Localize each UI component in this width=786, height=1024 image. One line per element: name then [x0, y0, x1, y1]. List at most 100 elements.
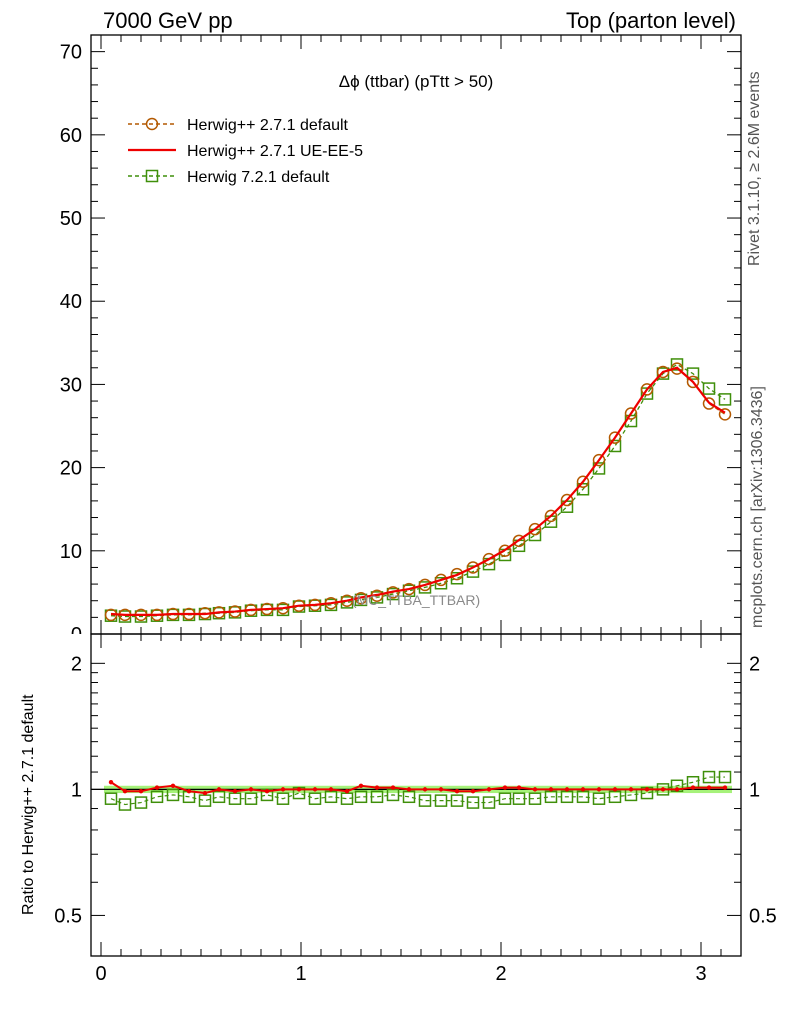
- y-tick-label: 60: [60, 125, 82, 147]
- ratio-point-herwigpp-ueee5: [644, 787, 650, 792]
- data-point-herwigpp-default: [434, 573, 448, 587]
- ratio-point-herwigpp-ueee5: [454, 789, 460, 794]
- ratio-point-herwigpp-ueee5: [674, 787, 680, 792]
- data-point-herwig7-default: [702, 382, 716, 395]
- data-point-herwigpp-default: [686, 375, 700, 389]
- ratio-y-tick-label: 0.5: [54, 905, 82, 927]
- rivet-version-label: Rivet 3.1.10, ≥ 2.6M events: [746, 71, 763, 266]
- data-point-herwigpp-default: [640, 383, 654, 396]
- ratio-point-herwigpp-ueee5: [690, 785, 696, 790]
- ratio-point-herwig7-default: [528, 792, 542, 805]
- watermark-label: (MC_TTBA_TTBAR): [352, 592, 480, 608]
- y-tick-label: 30: [60, 374, 82, 396]
- ratio-point-herwig7-default: [370, 790, 384, 804]
- ratio-point-herwig7-default: [104, 792, 118, 805]
- series-line-herwigpp-ueee5: [110, 366, 726, 616]
- ratio-point-herwigpp-ueee5: [108, 780, 114, 785]
- legend-marker-herwigpp-default: [145, 117, 159, 131]
- legend-label-herwig7-default: Herwig 7.2.1 default: [187, 169, 330, 186]
- ratio-line-herwig7-default: [110, 776, 725, 806]
- data-point-herwigpp-default: [624, 407, 638, 420]
- y-tick-label: 10: [60, 541, 82, 563]
- y-tick-label: 0: [71, 624, 82, 646]
- data-point-herwig7-default: [466, 565, 480, 578]
- ratio-point-herwigpp-ueee5: [486, 787, 492, 792]
- ratio-point-herwig7-default: [418, 794, 432, 807]
- ratio-point-herwig7-default: [134, 796, 148, 809]
- data-point-herwigpp-default: [498, 544, 512, 558]
- ratio-point-herwigpp-ueee5: [358, 783, 364, 788]
- ratio-point-herwig7-default: [512, 792, 526, 805]
- ratio-point-herwigpp-ueee5: [312, 787, 318, 792]
- legend-label-herwigpp-ueee5: Herwig++ 2.7.1 UE-EE-5: [187, 143, 363, 160]
- ratio-point-herwig7-default: [702, 770, 716, 784]
- data-point-herwigpp-default: [576, 475, 590, 489]
- legend-entry-herwigpp-ueee5: Herwig++ 2.7.1 UE-EE-5: [128, 143, 363, 160]
- legend-entry-herwigpp-default: Herwig++ 2.7.1 default: [128, 117, 349, 134]
- legend: Herwig++ 2.7.1 default Herwig++ 2.7.1 UE…: [128, 117, 363, 186]
- ratio-point-herwigpp-ueee5: [202, 790, 208, 796]
- ratio-point-herwigpp-ueee5: [532, 787, 538, 792]
- data-point-herwigpp-default: [608, 431, 622, 444]
- data-point-herwigpp-default: [544, 509, 558, 523]
- data-point-herwigpp-default: [718, 408, 732, 421]
- ratio-point-herwigpp-ueee5: [154, 785, 160, 790]
- ratio-point-herwigpp-ueee5: [438, 787, 444, 792]
- data-point-herwigpp-default: [702, 397, 716, 410]
- y-tick-label: 20: [60, 458, 82, 480]
- ratio-y-tick-label-right: 0.5: [749, 905, 777, 927]
- ratio-point-herwig7-default: [198, 794, 212, 807]
- data-point-herwig7-default: [718, 393, 732, 406]
- ratio-point-herwig7-default: [592, 792, 606, 805]
- ratio-y-tick-label-right: 2: [749, 653, 760, 675]
- ratio-point-herwigpp-ueee5: [596, 787, 602, 792]
- ratio-frame: [90, 633, 742, 957]
- ratio-point-herwigpp-ueee5: [502, 785, 508, 790]
- ratio-y-tick-label-right: 1: [749, 779, 760, 801]
- ratio-panel: [91, 770, 741, 811]
- ratio-point-herwigpp-ueee5: [232, 789, 238, 794]
- x-tick-label: 2: [495, 963, 506, 985]
- ratio-point-herwig7-default: [450, 794, 464, 807]
- ratio-point-herwig7-default: [718, 770, 732, 784]
- ratio-point-herwigpp-ueee5: [422, 787, 428, 792]
- ratio-point-herwigpp-ueee5: [612, 787, 618, 792]
- ratio-point-herwig7-default: [276, 792, 290, 805]
- ratio-point-herwigpp-ueee5: [248, 787, 254, 792]
- ratio-point-herwigpp-ueee5: [344, 789, 350, 794]
- data-point-herwigpp-default: [418, 578, 432, 592]
- ratio-point-herwig7-default: [466, 796, 480, 809]
- ratio-point-herwigpp-ueee5: [374, 785, 380, 790]
- ratio-point-herwig7-default: [498, 792, 512, 805]
- y-tick-label: 50: [60, 208, 82, 230]
- ratio-point-herwigpp-ueee5: [406, 787, 412, 792]
- ratio-point-herwigpp-ueee5: [280, 787, 286, 792]
- series-line-herwigpp-default: [111, 367, 726, 616]
- ratio-point-herwigpp-ueee5: [628, 787, 634, 792]
- ratio-point-herwigpp-ueee5: [296, 787, 302, 792]
- data-point-herwigpp-default: [592, 453, 606, 467]
- legend-marker-herwig7-default: [145, 169, 159, 183]
- ratio-point-herwig7-default: [166, 788, 180, 802]
- x-tick-label: 0: [95, 963, 106, 985]
- header-right: Top (parton level): [566, 8, 736, 33]
- ratio-point-herwigpp-ueee5: [186, 789, 192, 794]
- y-tick-label: 70: [60, 42, 82, 64]
- ratio-point-herwig7-default: [150, 790, 164, 804]
- ratio-point-herwigpp-ueee5: [660, 787, 666, 792]
- data-point-herwigpp-default: [466, 561, 480, 574]
- x-tick-label: 3: [695, 963, 706, 985]
- data-point-herwigpp-default: [560, 493, 574, 507]
- ratio-point-herwig7-default: [308, 792, 322, 805]
- data-point-herwig7-default: [450, 572, 464, 585]
- data-point-herwigpp-default: [512, 534, 526, 548]
- ratio-point-herwig7-default: [118, 798, 132, 811]
- data-point-herwig7-default: [670, 358, 684, 371]
- source-label: mcplots.cern.ch [arXiv:1306.3436]: [749, 386, 766, 628]
- series-line-herwig7-default: [110, 363, 726, 618]
- ratio-point-herwigpp-ueee5: [264, 789, 270, 794]
- axes-layer: 0 1 2 3 10 20 30 40 50 60 70 0 0.5 0.5 1 1 2 2: [54, 34, 777, 985]
- main-data-layer: [104, 358, 732, 623]
- ratio-point-herwigpp-ueee5: [706, 785, 712, 790]
